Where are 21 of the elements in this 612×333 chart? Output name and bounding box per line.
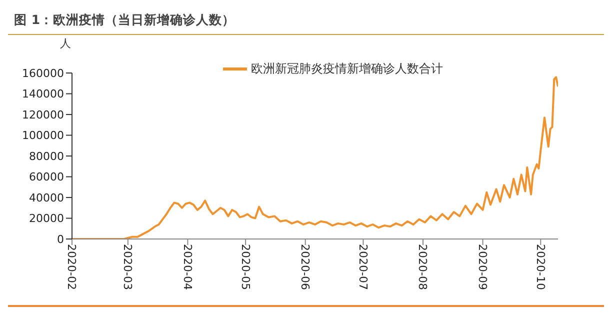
x-tick-label: 2020-04	[180, 244, 194, 290]
y-tick-label: 80000	[29, 150, 64, 163]
y-tick-label: 0	[57, 232, 64, 246]
x-tick-label: 2020-09	[476, 244, 489, 290]
x-tick-label: 2020-05	[238, 244, 252, 290]
y-tick-label: 20000	[29, 212, 64, 226]
legend-label: 欧洲新冠肺炎疫情新增确诊人数合计	[251, 61, 443, 76]
y-tick-label: 40000	[29, 191, 64, 204]
x-tick-label: 2020-08	[416, 244, 430, 290]
x-tick-label: 2020-10	[534, 244, 547, 290]
y-axis-title: 人	[60, 36, 71, 51]
y-tick-label: 160000	[22, 66, 64, 80]
x-tick-label: 2020-03	[121, 244, 134, 290]
chart-title: 图 1：欧洲疫情（当日新增确诊人数）	[8, 8, 604, 35]
x-tick-label: 2020-02	[65, 244, 78, 290]
y-tick-label: 60000	[29, 170, 64, 184]
y-tick-label: 140000	[22, 88, 64, 101]
y-tick-label: 100000	[22, 129, 64, 142]
x-tick-label: 2020-06	[298, 244, 312, 290]
y-tick-label: 120000	[22, 108, 64, 122]
x-tick-label: 2020-07	[356, 244, 370, 290]
